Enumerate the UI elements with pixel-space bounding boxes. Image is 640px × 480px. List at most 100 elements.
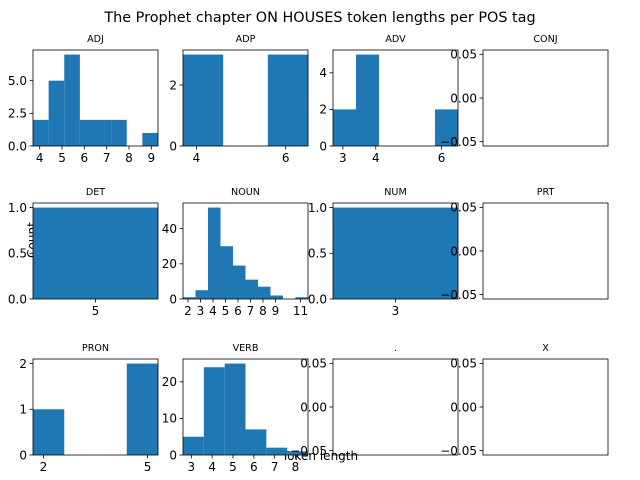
xtick-label-adp-0: 4 — [193, 151, 201, 165]
bar-det-0 — [33, 207, 158, 299]
panel-title-det: DET — [86, 187, 105, 198]
ytick-label-prt-1: 0.00 — [450, 244, 477, 258]
axes-frame-noun — [182, 202, 309, 300]
ytick-label-num-1: 0.5 — [308, 247, 327, 261]
ytick-label-verb-2: 20 — [162, 375, 177, 389]
ytick-label-punct-2: 0.05 — [300, 357, 327, 371]
xtick-label-verb-3: 6 — [250, 460, 258, 474]
xtick-label-adv-1: 4 — [372, 151, 380, 165]
ytick-label-verb-1: 10 — [162, 412, 177, 426]
axes-frame-adj — [32, 49, 159, 147]
xtick-label-det-0: 5 — [92, 304, 100, 318]
bar-noun-1 — [195, 290, 208, 299]
ytick-label-prt-2: 0.05 — [450, 201, 477, 215]
xtick-label-verb-0: 3 — [188, 460, 196, 474]
bar-verb-5 — [287, 451, 308, 455]
panel-punct: . −0.05 0.00 0.05 — [290, 343, 459, 458]
ytick-label-det-0: 0.0 — [8, 292, 27, 306]
panel-adp: ADP 0 2 4 6 — [169, 34, 309, 165]
panel-noun: NOUN 0 20 40 2 3 4 5 6 7 8 9 11 — [162, 187, 309, 318]
xtick-label-noun-1: 3 — [197, 304, 205, 318]
panel-title-adj: ADJ — [87, 34, 104, 45]
xtick-label-adj-5: 9 — [147, 151, 155, 165]
bar-adj-5 — [111, 119, 127, 146]
ytick-label-x-0: −0.05 — [440, 444, 477, 458]
bar-adj-6 — [142, 132, 158, 146]
bar-num-0 — [333, 207, 458, 299]
panel-conj: CONJ −0.05 0.00 0.05 — [440, 34, 609, 149]
xtick-label-adv-0: 3 — [339, 151, 347, 165]
bar-noun-5 — [245, 279, 258, 299]
xtick-label-noun-0: 2 — [184, 304, 192, 318]
axes-frame-x — [482, 358, 609, 456]
ytick-label-pron-2: 2 — [19, 357, 27, 371]
bar-noun-7 — [270, 295, 283, 299]
panel-prt: PRT −0.05 0.00 0.05 — [440, 187, 609, 302]
ytick-label-adj-2: 5.0 — [8, 74, 27, 88]
bar-noun-4 — [233, 265, 246, 299]
bar-verb-0 — [183, 436, 204, 455]
xtick-label-adj-1: 5 — [58, 151, 66, 165]
ytick-label-noun-0: 0 — [169, 292, 177, 306]
xtick-label-verb-2: 5 — [229, 460, 237, 474]
panel-title-adv: ADV — [385, 34, 406, 45]
bar-verb-1 — [203, 367, 225, 455]
xtick-label-noun-5: 7 — [247, 304, 255, 318]
bar-adj-1 — [48, 80, 65, 146]
ytick-label-adj-0: 0.0 — [8, 139, 27, 153]
axes-frame-adp — [182, 49, 309, 147]
ytick-label-x-2: 0.05 — [450, 357, 477, 371]
bar-noun-8 — [295, 297, 308, 299]
bar-verb-4 — [266, 447, 288, 455]
ytick-label-prt-0: −0.05 — [440, 288, 477, 302]
bar-noun-3 — [220, 246, 233, 299]
ytick-label-num-0: 0.0 — [308, 292, 327, 306]
bar-adv-1 — [356, 54, 380, 146]
ytick-label-num-2: 1.0 — [308, 201, 327, 215]
ytick-label-noun-2: 40 — [162, 222, 177, 236]
panel-title-num: NUM — [384, 187, 406, 198]
xtick-label-adj-3: 7 — [103, 151, 111, 165]
figure-title: The Prophet chapter ON HOUSES token leng… — [103, 10, 535, 26]
panel-det: DET 0.0 0.5 1.0 5 — [8, 187, 159, 318]
bar-noun-6 — [258, 286, 271, 299]
ytick-label-adv-2: 4 — [319, 66, 327, 80]
bar-verb-3 — [245, 429, 267, 455]
axes-frame-adv — [332, 49, 459, 147]
ytick-label-punct-1: 0.00 — [300, 400, 327, 414]
ytick-label-det-2: 1.0 — [8, 201, 27, 215]
bar-pron-0 — [33, 409, 65, 455]
axes-frame-pron — [32, 358, 159, 456]
xtick-label-noun-7: 9 — [272, 304, 280, 318]
bar-noun-2 — [208, 207, 221, 299]
panel-pron: PRON 0 1 2 2 5 — [19, 343, 159, 474]
ytick-label-noun-1: 20 — [162, 257, 177, 271]
xtick-label-adv-2: 6 — [438, 151, 446, 165]
bar-adp-1 — [267, 54, 308, 146]
xtick-label-pron-1: 5 — [144, 460, 152, 474]
bar-noun-0 — [183, 297, 196, 299]
bar-verb-2 — [224, 363, 246, 455]
ytick-label-adp-1: 2 — [169, 78, 177, 92]
ytick-label-adv-0: 0 — [319, 139, 327, 153]
panel-adj: ADJ 0.0 2.5 5.0 4 5 6 7 8 9 — [8, 34, 159, 165]
panel-x: X −0.05 0.00 0.05 — [440, 343, 609, 458]
xtick-label-noun-8: 11 — [293, 304, 308, 318]
bar-pron-1 — [126, 363, 158, 455]
ytick-label-conj-1: 0.00 — [450, 91, 477, 105]
panel-num: NUM 0.0 0.5 1.0 3 — [308, 187, 459, 318]
xtick-label-noun-6: 8 — [259, 304, 267, 318]
panel-adv: ADV 0 2 4 3 4 6 — [319, 34, 459, 165]
axes-frame-prt — [482, 202, 609, 300]
panel-title-verb: VERB — [233, 343, 259, 354]
axes-frame-verb — [182, 358, 309, 456]
panel-title-punct: . — [394, 343, 397, 354]
panel-title-pron: PRON — [82, 343, 109, 354]
bar-adp-0 — [183, 54, 224, 146]
ytick-label-det-1: 0.5 — [8, 247, 27, 261]
panel-title-x: X — [542, 343, 549, 354]
xtick-label-adj-0: 4 — [36, 151, 44, 165]
bar-adv-2 — [434, 109, 458, 146]
